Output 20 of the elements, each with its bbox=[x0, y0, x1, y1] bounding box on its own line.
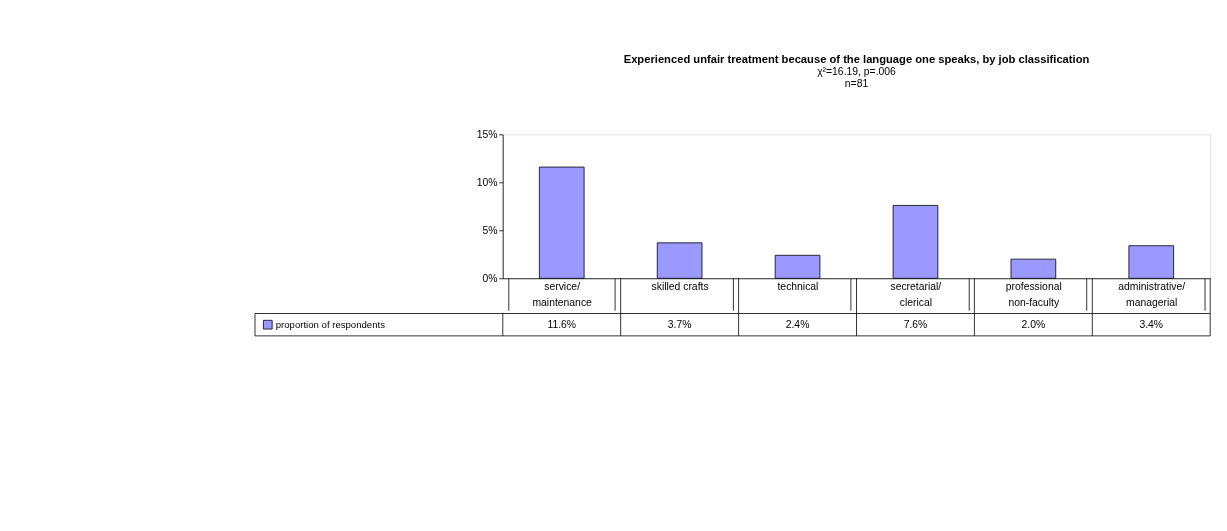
chart-subtitle: χ²=16.19, p=.006 bbox=[817, 66, 897, 78]
data-label: 3.7% bbox=[667, 318, 692, 330]
data-label: 2.4% bbox=[785, 318, 810, 330]
legend-label: proportion of respondents bbox=[275, 318, 386, 330]
y-tick-label: 5% bbox=[482, 224, 498, 236]
data-label: 3.4% bbox=[1139, 318, 1164, 330]
data-label: 2.0% bbox=[1021, 318, 1046, 330]
x-tick-label: professional non-faculty bbox=[1005, 280, 1062, 308]
chart-title: Experienced unfair treatment because of the language one speaks, by job classification bbox=[623, 52, 1090, 65]
x-tick-label: administrative/managerial bbox=[1118, 280, 1186, 308]
x-tick-label: service/maintenance bbox=[532, 280, 593, 308]
y-tick-label: 15% bbox=[476, 129, 498, 141]
data-label: 7.6% bbox=[903, 318, 928, 330]
x-tick-label: secretarial/clerical bbox=[890, 280, 942, 308]
x-tick-label: skilled crafts bbox=[651, 280, 709, 292]
text: n=81 bbox=[844, 78, 869, 90]
y-tick-label: 0% bbox=[482, 272, 498, 284]
x-tick-label: technical bbox=[777, 280, 819, 292]
y-tick-label: 10% bbox=[476, 177, 498, 189]
data-label: 11.6% bbox=[547, 318, 577, 330]
